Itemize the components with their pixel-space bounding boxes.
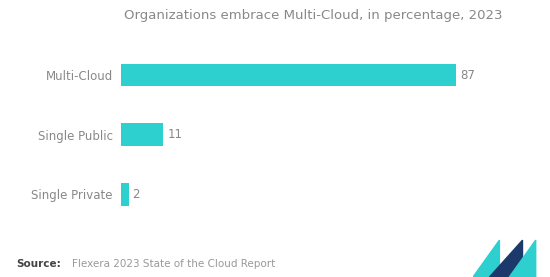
Polygon shape <box>490 240 522 277</box>
Text: 87: 87 <box>460 68 475 81</box>
Text: 11: 11 <box>167 128 182 141</box>
Polygon shape <box>473 240 499 277</box>
Bar <box>121 64 456 86</box>
Text: Source:: Source: <box>16 259 61 269</box>
Bar <box>121 123 163 146</box>
Text: 2: 2 <box>133 188 140 201</box>
Polygon shape <box>509 240 536 277</box>
Title: Organizations embrace Multi-Cloud, in percentage, 2023: Organizations embrace Multi-Cloud, in pe… <box>124 9 503 22</box>
Bar <box>121 183 129 206</box>
Text: Flexera 2023 State of the Cloud Report: Flexera 2023 State of the Cloud Report <box>72 259 275 269</box>
